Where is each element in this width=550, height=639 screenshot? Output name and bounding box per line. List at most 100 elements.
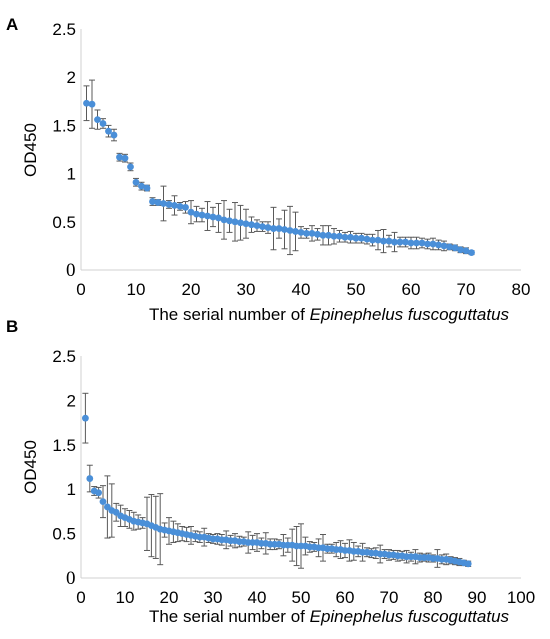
data-point	[347, 233, 354, 241]
data-point	[242, 220, 250, 228]
y-tick-label: 0	[66, 568, 76, 589]
data-point	[363, 235, 371, 243]
data-point	[138, 182, 145, 190]
data-point	[198, 211, 206, 219]
data-point	[374, 236, 382, 244]
data-point	[314, 230, 321, 238]
y-tick-label: 2.5	[52, 347, 76, 366]
data-point	[292, 228, 299, 235]
x-axis-title-species: Epinephelus fuscoguttatus	[310, 305, 510, 324]
data-point	[110, 131, 118, 139]
data-point	[418, 239, 426, 247]
y-tick-label: 2	[67, 68, 76, 87]
data-point	[341, 233, 349, 241]
data-point	[160, 200, 167, 207]
data-point	[451, 244, 459, 252]
data-point	[330, 232, 338, 240]
data-point	[407, 239, 415, 247]
data-point	[204, 212, 211, 220]
y-tick-label: 0.5	[52, 525, 76, 544]
data-point	[176, 202, 184, 210]
data-point	[95, 489, 102, 497]
data-point	[429, 240, 437, 248]
data-point	[231, 218, 239, 226]
x-tick-label: 50	[292, 588, 311, 607]
x-tick-label: 100	[507, 588, 535, 607]
data-point	[171, 202, 178, 209]
data-point	[308, 229, 316, 237]
y-tick-label: 0	[66, 260, 76, 281]
data-point	[270, 225, 277, 232]
data-point	[413, 239, 420, 247]
data-point	[358, 234, 365, 242]
data-point	[121, 154, 129, 162]
data-point	[446, 243, 453, 251]
x-axis-title-prefix: The serial number of	[149, 305, 310, 324]
x-tick-label: 40	[248, 588, 267, 607]
x-tick-label: 80	[424, 588, 443, 607]
data-point	[132, 178, 140, 186]
data-point	[325, 231, 332, 239]
data-point	[99, 498, 107, 506]
x-tick-label: 10	[127, 280, 146, 299]
data-point	[435, 241, 442, 249]
data-point	[468, 249, 475, 257]
data-point	[215, 214, 222, 222]
y-axis-title: OD450	[21, 440, 40, 494]
x-tick-label: 60	[402, 280, 421, 299]
data-point	[149, 198, 156, 205]
x-tick-label: 30	[204, 588, 223, 607]
data-point	[143, 184, 151, 192]
data-point	[281, 226, 288, 233]
data-point	[385, 237, 393, 245]
data-point	[369, 236, 376, 244]
y-tick-label: 2	[67, 391, 76, 410]
data-point	[352, 234, 360, 242]
y-tick-label: 0.5	[52, 213, 76, 232]
data-point	[83, 99, 90, 107]
data-point	[253, 222, 261, 230]
x-tick-label: 40	[292, 280, 311, 299]
x-tick-label: 80	[512, 280, 531, 299]
data-point	[116, 153, 123, 161]
x-axis-title: The serial number of Epinephelus fuscogu…	[149, 607, 510, 626]
x-axis-title: The serial number of Epinephelus fuscogu…	[149, 305, 510, 324]
data-point	[464, 560, 472, 568]
y-tick-label: 1.5	[52, 116, 76, 135]
y-tick-label: 1	[67, 165, 76, 184]
x-tick-label: 20	[160, 588, 179, 607]
y-tick-label: 2.5	[52, 20, 76, 39]
x-tick-label: 60	[336, 588, 355, 607]
data-point	[209, 213, 217, 221]
data-point	[275, 225, 283, 232]
data-point	[380, 237, 387, 245]
data-point	[303, 229, 310, 237]
data-point	[336, 232, 343, 240]
data-point	[193, 210, 200, 218]
x-axis-title-species: Epinephelus fuscoguttatus	[310, 607, 510, 626]
data-point	[165, 201, 173, 208]
data-point	[88, 100, 96, 108]
data-point	[99, 120, 107, 127]
chart-panel-a: 0 0.5 1 1.5 2 2.5 0 10 20 30 40 50 60 70 80 OD450 The se…	[21, 20, 530, 324]
chart-panel-b: 0 0.5 1 1.5 2 2.5 0 10 20 30 40 50 60 70 80 90 100 OD450 T…	[21, 347, 535, 626]
x-tick-label: 50	[347, 280, 366, 299]
x-tick-label: 30	[237, 280, 256, 299]
data-point	[391, 238, 398, 246]
data-point	[297, 229, 305, 236]
x-tick-label: 70	[380, 588, 399, 607]
x-tick-label: 0	[76, 280, 85, 299]
x-tick-label: 10	[116, 588, 135, 607]
x-tick-label: 20	[182, 280, 201, 299]
data-point	[462, 247, 470, 255]
data-point	[187, 208, 195, 216]
data-point	[86, 475, 94, 482]
data-point	[440, 242, 448, 250]
data-point	[259, 223, 266, 231]
y-axis-title: OD450	[21, 123, 40, 177]
y-tick-label: 1	[67, 480, 76, 499]
data-point	[402, 238, 409, 246]
x-tick-label: 0	[76, 588, 85, 607]
panel-a-letter: A	[6, 15, 18, 34]
data-point	[220, 216, 228, 224]
